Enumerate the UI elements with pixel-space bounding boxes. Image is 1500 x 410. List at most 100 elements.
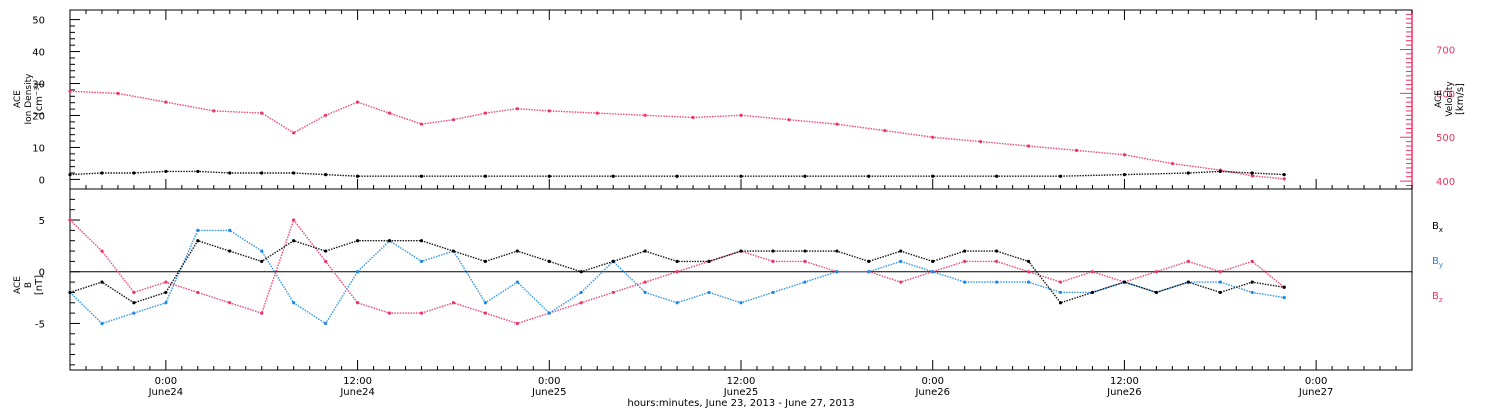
bz-point [675, 270, 679, 274]
bz-point [899, 280, 903, 284]
velocity-point [419, 122, 424, 126]
by-point [899, 259, 903, 263]
density-tick-label: 10 [32, 143, 45, 154]
density-axis-label: ACE Ion Density [cm⁻³] [13, 73, 45, 125]
bottom-panel-frame [69, 188, 1413, 371]
bx-point [355, 239, 360, 243]
by-trace [69, 229, 1285, 325]
bz-point [100, 249, 104, 253]
bx-point [1122, 280, 1127, 284]
velocity-label-line: ACE [1434, 90, 1444, 108]
by-point [260, 249, 264, 253]
velocity-point [787, 118, 791, 122]
density-point [995, 174, 999, 178]
field-tick-label: 0 [39, 268, 45, 279]
date-tick-label: June25 [531, 387, 567, 398]
bx-point [1282, 285, 1286, 289]
time-axis-ticks: 0:00June2412:00June240:00June2512:00June… [69, 10, 1413, 398]
density-point [931, 174, 935, 178]
legend-by: By [1432, 256, 1443, 269]
bx-point [132, 301, 136, 305]
by-point [643, 290, 647, 295]
bz-point [196, 290, 200, 295]
bz-point [1250, 259, 1254, 263]
bz-point [963, 259, 967, 263]
time-tick-label: 12:00 [343, 376, 372, 387]
by-point [707, 290, 711, 295]
legend-bz: Bz [1432, 291, 1443, 304]
velocity-point [1026, 144, 1031, 148]
density-label-line: ACE [13, 90, 23, 108]
velocity-label-line: [km/s] [1455, 83, 1466, 115]
bz-point [483, 311, 487, 315]
date-tick-label: June27 [1298, 387, 1334, 398]
field-label-line: ACE [13, 276, 23, 294]
bx-point [1026, 259, 1031, 263]
date-tick-label: June26 [914, 387, 950, 398]
bz-point [68, 218, 72, 222]
velocity-tick-label: 700 [1436, 45, 1455, 56]
bz-point [164, 280, 168, 284]
bz-point [643, 280, 647, 284]
velocity-point [515, 107, 519, 111]
density-tick-label: 40 [32, 48, 45, 59]
by-point [228, 228, 232, 232]
density-point [739, 174, 743, 178]
density-tick-label: 0 [39, 175, 45, 186]
density-point [132, 171, 136, 175]
bx-point [931, 259, 935, 263]
bx-point [1186, 280, 1190, 284]
by-point [100, 321, 104, 326]
density-label-line: [cm⁻³] [34, 83, 45, 115]
field-tick-label: 5 [39, 216, 45, 227]
field-tick-label: -5 [35, 319, 45, 330]
density-point [675, 174, 679, 178]
bx-point [100, 280, 104, 284]
bx-point [387, 239, 392, 243]
bz-point [260, 311, 264, 315]
time-tick-label: 0:00 [155, 376, 177, 387]
bx-point [803, 249, 807, 253]
density-point [1186, 171, 1190, 175]
velocity-point [68, 89, 72, 93]
velocity-point [883, 129, 887, 133]
velocity-tick-label: 600 [1436, 89, 1455, 100]
by-point [1282, 296, 1286, 300]
bx-point [1218, 290, 1222, 295]
time-tick-label: 12:00 [1110, 376, 1139, 387]
by-point [1250, 290, 1254, 295]
density-point [1218, 169, 1222, 174]
field-legend: Bx By Bz [1432, 221, 1443, 304]
by-point [1058, 290, 1063, 295]
velocity-point [1250, 174, 1254, 178]
velocity-tick-label: 500 [1436, 133, 1455, 144]
bz-point [1090, 270, 1095, 274]
density-point [1250, 171, 1254, 175]
bx-point [1154, 290, 1158, 295]
bz-trace [69, 218, 1285, 325]
density-tick-label: 30 [32, 80, 45, 91]
bz-point [803, 259, 807, 263]
date-tick-label: June24 [339, 387, 375, 398]
bx-point [835, 249, 839, 253]
bz-point [1186, 259, 1190, 263]
density-axis-ticks: 0 10 20 30 40 50 [32, 16, 80, 186]
density-point [867, 174, 871, 178]
bx-point [1250, 280, 1254, 284]
velocity-axis-label: ACE Velocity [km/s] [1434, 81, 1466, 117]
top-panel-data [68, 89, 1286, 181]
bx-point [228, 249, 232, 253]
density-point [483, 174, 487, 178]
by-point [196, 228, 200, 232]
by-point [355, 270, 360, 274]
by-point [324, 321, 328, 326]
bz-point [387, 311, 392, 315]
velocity-axis-ticks: 400 500 600 700 [1400, 10, 1455, 189]
legend-bx: Bx [1432, 221, 1443, 234]
density-point [803, 174, 807, 178]
velocity-point [260, 111, 264, 115]
density-label-line: Ion Density [24, 73, 34, 125]
by-point [483, 301, 487, 305]
by-point [675, 301, 679, 305]
